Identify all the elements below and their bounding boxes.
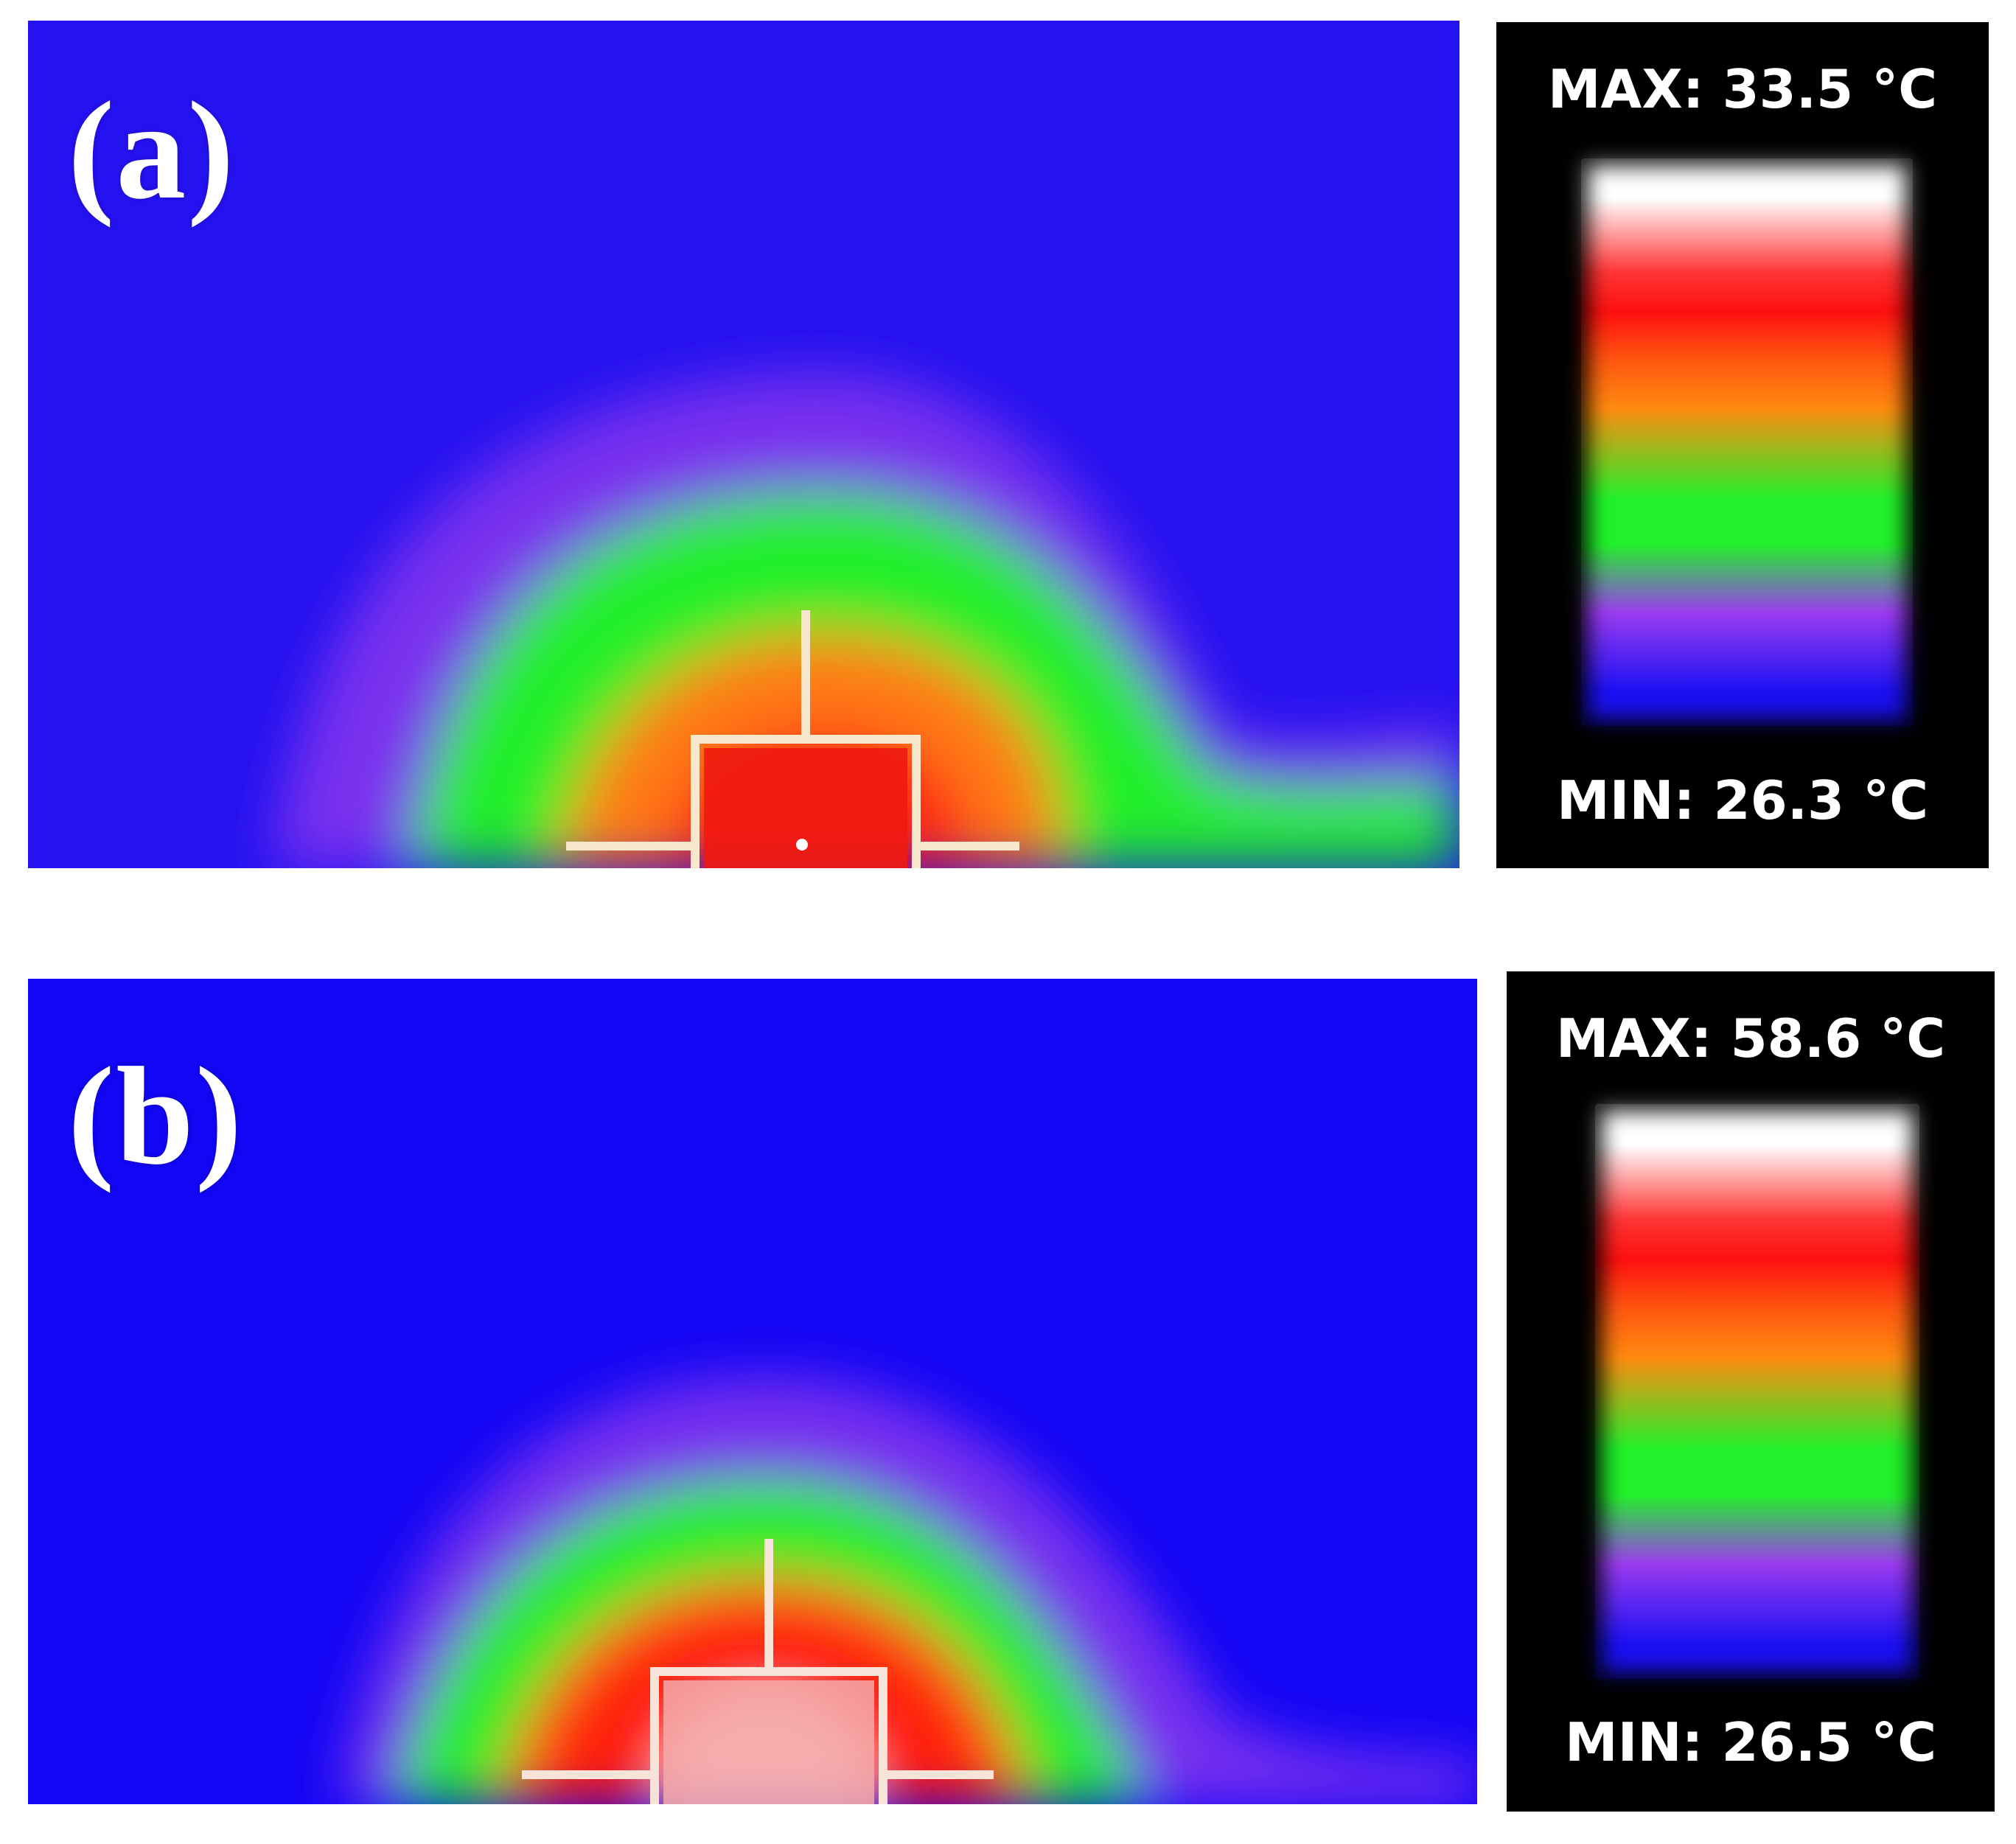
- colorbar-b: [1595, 1104, 1919, 1679]
- min-temperature-b: MIN: 26.5 °C: [1564, 1711, 1937, 1773]
- max-temperature-b: MAX: 58.6 °C: [1555, 1007, 1946, 1069]
- thermal-map-b: [28, 979, 1477, 1804]
- colorbar-a: [1581, 158, 1913, 726]
- thermal-image-b: [28, 979, 1477, 1804]
- panel-label-a: (a): [68, 74, 236, 228]
- color-scale-a: MAX: 33.5 °C MIN: 26.3 °C: [1496, 22, 1989, 868]
- thermal-map-a: [28, 21, 1459, 868]
- max-temperature-a: MAX: 33.5 °C: [1547, 58, 1938, 120]
- panel-label-b: (b): [68, 1039, 244, 1194]
- min-temperature-a: MIN: 26.3 °C: [1556, 769, 1929, 831]
- target-box-b: [522, 1539, 994, 1804]
- color-scale-b: MAX: 58.6 °C MIN: 26.5 °C: [1507, 971, 1995, 1812]
- thermal-image-a: [28, 21, 1459, 868]
- target-box-a: [566, 610, 1019, 868]
